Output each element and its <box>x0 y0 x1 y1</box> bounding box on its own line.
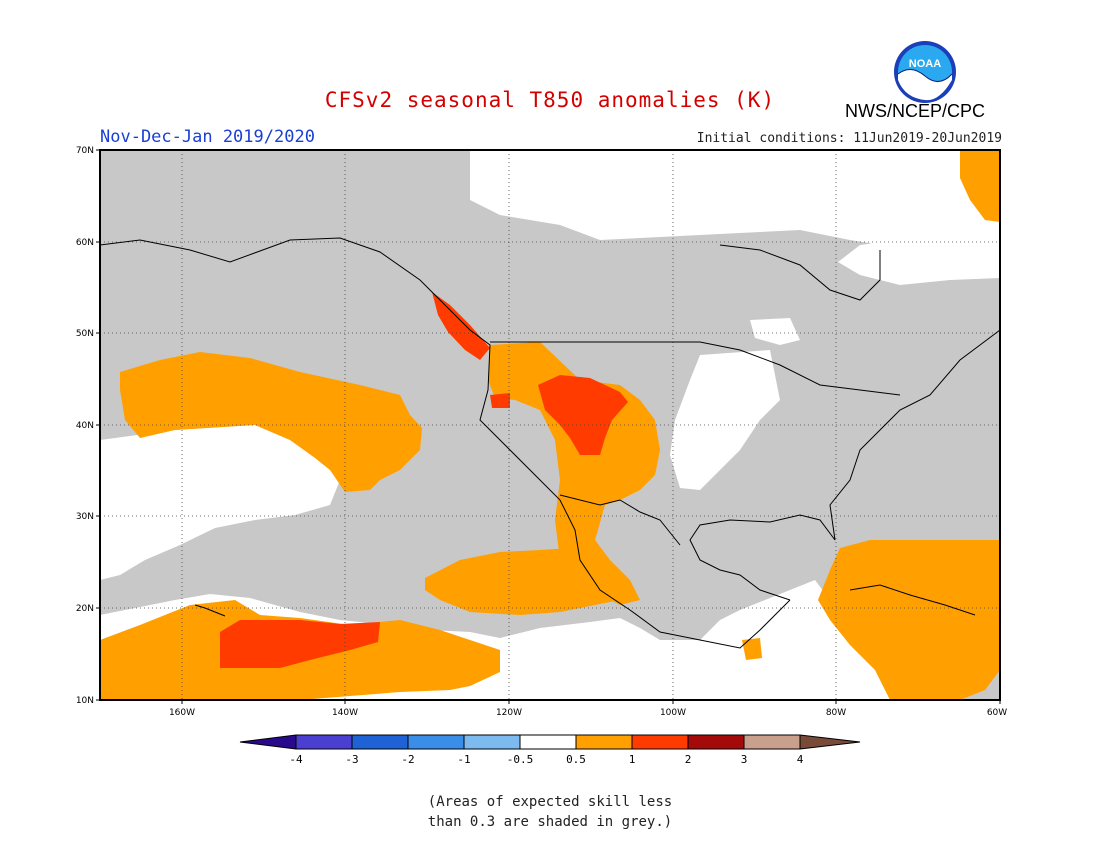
colorbar-label: -0.5 <box>507 753 534 766</box>
orange-central-america-spot <box>742 638 762 660</box>
lat-tick-label: 50N <box>76 329 94 339</box>
white-region-subtropical-pacific <box>100 425 340 580</box>
us-mexico-border <box>559 494 681 546</box>
red-rockies <box>538 375 628 455</box>
lat-tick-label: 10N <box>76 696 94 706</box>
hudson-bay <box>719 244 881 301</box>
lat-tick-label: 30N <box>76 512 94 522</box>
colorbar-label: 1 <box>629 753 636 766</box>
orange-caribbean <box>818 540 1000 700</box>
lat-tick-label: 40N <box>76 421 94 431</box>
lon-tick-label: 60W <box>987 708 1007 718</box>
colorbar-label: -2 <box>401 753 414 766</box>
lat-labels: 10N 20N 30N 40N 50N 60N 70N <box>76 146 94 706</box>
coastlines <box>100 237 1000 649</box>
noaa-logo-icon: NOAA <box>894 41 956 103</box>
colorbar-swatch <box>408 735 464 749</box>
lat-tick-label: 20N <box>76 604 94 614</box>
colorbar-swatch <box>576 735 632 749</box>
red-bc-coast <box>432 292 490 360</box>
orange-northeast-pacific <box>120 352 422 492</box>
skill-note: (Areas of expected skill less than 0.3 a… <box>427 794 673 830</box>
colorbar-label: 2 <box>685 753 692 766</box>
white-region-great-plains <box>670 350 780 490</box>
orange-greenland-edge <box>960 150 1000 222</box>
lon-tick-label: 160W <box>169 708 195 718</box>
us-canada-border <box>490 341 901 396</box>
colorbar-label: -1 <box>457 753 470 766</box>
colorbar-swatch <box>464 735 520 749</box>
axis-ticks <box>96 149 1001 704</box>
lon-tick-label: 140W <box>332 708 358 718</box>
white-region-labrador <box>838 225 1000 285</box>
colorbar: -4 -3 -2 -1 -0.5 0.5 1 2 3 4 <box>239 734 861 766</box>
colorbar-swatch <box>632 735 688 749</box>
lon-tick-label: 100W <box>660 708 686 718</box>
white-region-arctic-canada <box>340 150 1000 248</box>
lon-tick-label: 80W <box>826 708 846 718</box>
colorbar-label: 0.5 <box>566 753 586 766</box>
colorbar-low-arrow <box>240 735 296 749</box>
colorbar-label: -4 <box>289 753 303 766</box>
colorbar-swatch <box>520 735 576 749</box>
lon-labels: 160W 140W 120W 100W 80W 60W <box>169 708 1007 718</box>
orange-baja-mexico-pacific <box>425 548 620 615</box>
lon-tick-label: 120W <box>496 708 522 718</box>
colorbar-swatch <box>352 735 408 749</box>
season-subtitle: Nov-Dec-Jan 2019/2020 <box>100 127 315 147</box>
warm-anomaly-1-2 <box>220 292 628 668</box>
hawaii-islands <box>194 604 226 617</box>
colorbar-label: 4 <box>797 753 804 766</box>
white-region-hudson <box>750 318 800 345</box>
map-plot-area <box>100 150 1000 700</box>
colorbar-swatch <box>744 735 800 749</box>
colorbar-label: 3 <box>741 753 748 766</box>
colorbar-swatch <box>688 735 744 749</box>
caribbean-islands <box>849 584 976 616</box>
colorbar-high-arrow <box>800 735 860 749</box>
logo-text: NOAA <box>909 58 941 70</box>
lat-tick-label: 70N <box>76 146 94 156</box>
east-coast <box>829 329 1000 541</box>
colorbar-swatch <box>296 735 352 749</box>
west-coast <box>100 237 791 649</box>
chart-title: CFSv2 seasonal T850 anomalies (K) <box>324 88 776 112</box>
red-hawaii-tropics <box>220 620 380 668</box>
initial-conditions-label: Initial conditions: 11Jun2019-20Jun2019 <box>696 131 1002 146</box>
red-oregon-spot <box>490 393 510 408</box>
gulf-coast <box>689 514 836 601</box>
colorbar-label: -3 <box>345 753 358 766</box>
agency-label: NWS/NCEP/CPC <box>845 101 986 121</box>
lat-tick-label: 60N <box>76 238 94 248</box>
